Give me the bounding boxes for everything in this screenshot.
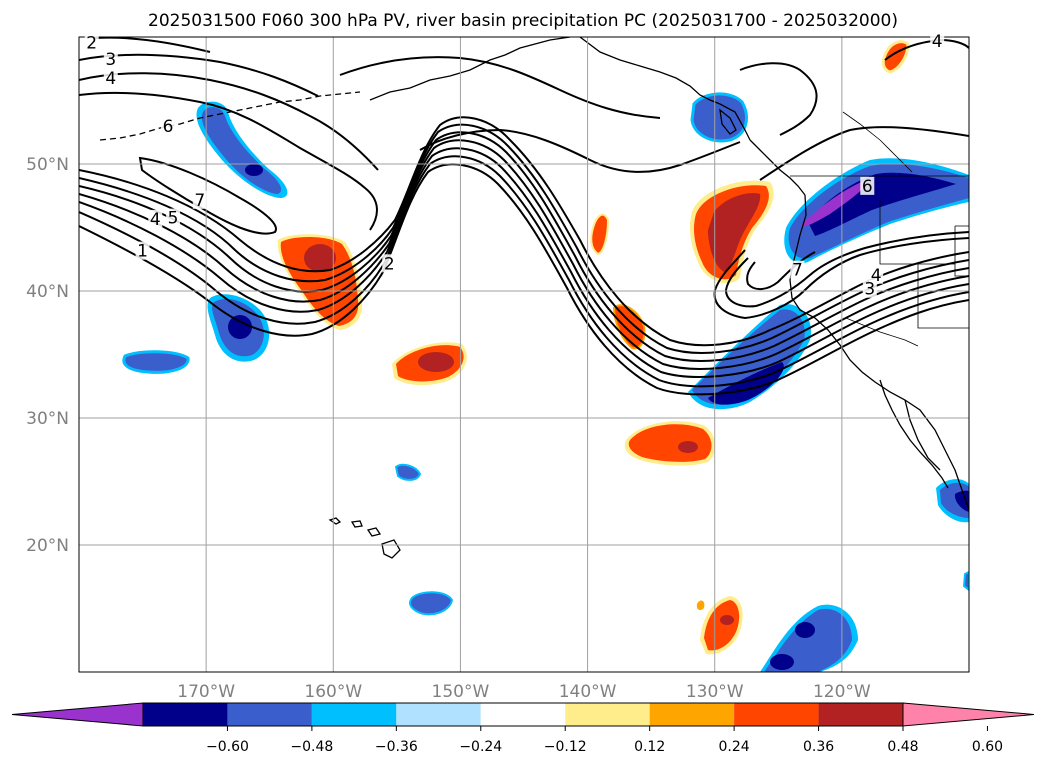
colorbar-segment <box>227 703 312 726</box>
contour-label-bg <box>161 117 175 136</box>
lon-label: 130°W <box>686 682 744 702</box>
lon-label: 150°W <box>432 682 490 702</box>
pv-contour-label: 7 <box>194 191 205 211</box>
longitude-labels: 170°W 160°W 150°W 140°W 130°W 120°W <box>177 682 871 702</box>
pv-contour-label: 4 <box>150 210 161 230</box>
map-frame <box>78 36 970 673</box>
colorbar-segment <box>734 703 819 726</box>
positive-anomaly-small-west-coast <box>590 213 610 256</box>
pv-contour-label: 3 <box>864 280 875 300</box>
map-gridlines <box>79 37 969 672</box>
colorbar-extend-high <box>902 702 1035 727</box>
colorbar-frame <box>142 702 904 727</box>
lon-label: 160°W <box>304 682 362 702</box>
colorbar-segments <box>11 702 1035 727</box>
positive-anomaly-subtropical-east <box>624 421 716 466</box>
colorbar-tick-label: 0.24 <box>719 739 750 755</box>
contour-label-bg <box>166 208 181 227</box>
contour-label-bg <box>84 33 99 52</box>
contour-label-bg <box>148 209 163 228</box>
colorbar-tick-label: −0.12 <box>544 739 587 755</box>
negative-anomaly-baja <box>936 479 969 523</box>
pv-contour-label: 4 <box>932 32 943 52</box>
contour-label-bg <box>869 265 884 284</box>
colorbar-tick-label: 0.60 <box>972 739 1003 755</box>
lon-label: 140°W <box>559 682 617 702</box>
contour-label-bg <box>103 68 118 87</box>
pv-contour-label: 2 <box>86 33 97 53</box>
colorbar-ticks: −0.60 −0.48 −0.36 −0.24 −0.12 0.12 0.24 0.36 0.4… <box>206 726 1003 755</box>
colorbar-segment <box>311 703 397 726</box>
colorbar-segment <box>480 703 566 726</box>
colorbar-segment <box>818 703 903 726</box>
pv-contour-label: 4 <box>105 69 116 89</box>
contour-label-bg <box>790 260 805 279</box>
colorbar-tick-label: −0.60 <box>206 739 249 755</box>
colorbar-segment <box>396 703 481 726</box>
figure-title: 2025031500 F060 300 hPa PV, river basin … <box>148 11 898 31</box>
latitude-labels: 50°N 40°N 30°N 20°N <box>26 155 69 556</box>
negative-anomaly-southeast <box>760 604 858 672</box>
lat-label: 40°N <box>26 282 69 302</box>
pv-contour-label: 4 <box>871 266 882 286</box>
lon-label: 120°W <box>813 682 871 702</box>
hawaii-islands <box>328 517 401 559</box>
negative-anomaly-northwest-us <box>784 158 969 264</box>
pv-contour-label: 1 <box>137 242 148 262</box>
negative-anomaly-edge-east <box>962 570 969 592</box>
colorbar-tick-label: 0.12 <box>634 739 665 755</box>
lat-label: 30°N <box>26 409 69 429</box>
pv-contour-label: 6 <box>862 177 873 197</box>
lat-label: 50°N <box>26 155 69 175</box>
haida-gwaii <box>719 108 737 135</box>
colorbar-segment <box>143 703 228 726</box>
contour-label-bg <box>103 49 118 68</box>
negative-anomaly-region-aleutian <box>196 101 288 198</box>
colorbar-segment <box>565 703 650 726</box>
negative-anomaly-northeast-pacific <box>688 304 811 410</box>
negative-anomaly-small-south <box>409 591 454 616</box>
negative-anomaly-gulf-alaska <box>690 92 748 143</box>
pv-contour-label: 5 <box>168 209 179 229</box>
positive-anomaly-offshore-north <box>690 180 774 284</box>
bc-coast <box>749 139 806 196</box>
colorbar-tick-label: −0.36 <box>375 739 418 755</box>
political-borders <box>790 111 969 347</box>
pv-contour-label: 2 <box>384 254 395 274</box>
lon-label: 170°W <box>177 682 235 702</box>
contour-label-bg <box>860 176 875 195</box>
lat-label: 20°N <box>26 536 69 556</box>
contour-label-bg <box>192 190 207 209</box>
negative-anomaly-small-west <box>122 350 190 374</box>
colorbar-tick-label: 0.36 <box>803 739 834 755</box>
pv-contour-label: 7 <box>792 261 803 281</box>
aleutian-chain <box>99 91 361 141</box>
positive-anomaly-south <box>696 596 743 655</box>
negative-anomaly-small-hawaii-north <box>394 463 422 481</box>
positive-anomaly-central-south <box>392 342 467 386</box>
colorbar-extend-low <box>11 702 144 727</box>
pv-contours <box>79 37 969 396</box>
colorbar: −0.60 −0.48 −0.36 −0.24 −0.12 0.12 0.24 0.36 0.4… <box>11 702 1035 755</box>
contour-label-bg <box>382 254 397 273</box>
alaska-coast <box>369 37 751 141</box>
contour-label-bg <box>862 279 877 298</box>
pv-contour-label: 3 <box>105 50 116 70</box>
contour-label-bg <box>135 241 150 260</box>
baja-peninsula <box>879 379 949 489</box>
colorbar-tick-label: −0.24 <box>459 739 502 755</box>
colorbar-tick-label: −0.48 <box>290 739 333 755</box>
pv-contour-label: 6 <box>163 117 174 137</box>
colorbar-tick-label: 0.48 <box>887 739 918 755</box>
contour-label-bg <box>930 32 945 51</box>
colorbar-segment <box>649 703 735 726</box>
